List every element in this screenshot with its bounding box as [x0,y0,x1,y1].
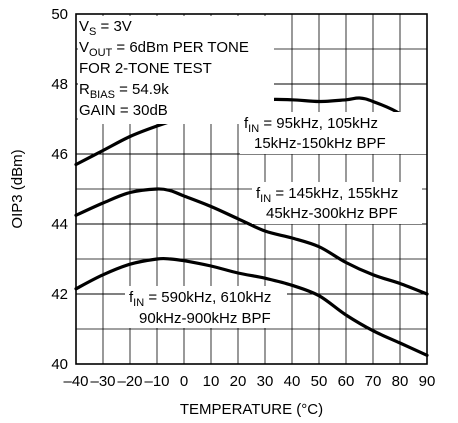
x-tick-label: –40 [63,373,88,390]
plot-frame [75,13,428,365]
y-tick-label: 42 [51,286,68,303]
x-tick-label: 90 [419,373,436,390]
series-3-filter-label: 90kHz-900kHz BPF [139,310,271,327]
series-2-label-background [252,182,422,224]
x-tick-label: –20 [117,373,142,390]
series-2-filter-label: 45kHz-300kHz BPF [266,205,398,222]
y-tick-label: 46 [51,146,68,163]
series-3-label-background [125,286,287,328]
x-tick-label: –10 [144,373,169,390]
x-tick-label: 40 [284,373,301,390]
series-2-line [74,187,429,296]
y-tick-label: 48 [51,76,68,93]
condition-line: VS = 3V [79,18,132,38]
series-1-label: fIN = 95kHz, 105kHz [244,115,378,135]
y-tick-label: 40 [51,356,68,373]
x-tick-label: 60 [338,373,355,390]
conditions-background [78,16,274,124]
series-3-line [74,256,429,357]
series-1-label-background [240,112,430,154]
x-tick-label: 80 [392,373,409,390]
x-tick-label: 0 [180,373,188,390]
condition-line: VOUT = 6dBm PER TONE [79,39,249,59]
y-axis-label: OIP3 (dBm) [9,149,26,228]
x-axis-label: TEMPERATURE (°C) [180,401,323,418]
series-3-label: fIN = 590kHz, 610kHz [129,289,271,309]
y-tick-label: 50 [51,6,68,23]
series-1-filter-label: 15kHz-150kHz BPF [254,135,386,152]
x-tick-label: 70 [365,373,382,390]
condition-line: RBIAS = 54.9k [79,81,169,101]
condition-line: FOR 2-TONE TEST [79,60,212,77]
x-tick-label: 20 [230,373,247,390]
x-tick-label: 30 [257,373,274,390]
x-tick-label: 50 [311,373,328,390]
x-tick-label: 10 [203,373,220,390]
x-tick-label: –30 [90,373,115,390]
condition-line: GAIN = 30dB [79,102,168,119]
tick-labels: –40 –30 –20 –10 0 10 20 30 40 50 60 70 80 90 40 42 44 46 4… [51,6,435,390]
series-2-label: fIN = 145kHz, 155kHz [256,185,398,205]
y-tick-label: 44 [51,216,68,233]
